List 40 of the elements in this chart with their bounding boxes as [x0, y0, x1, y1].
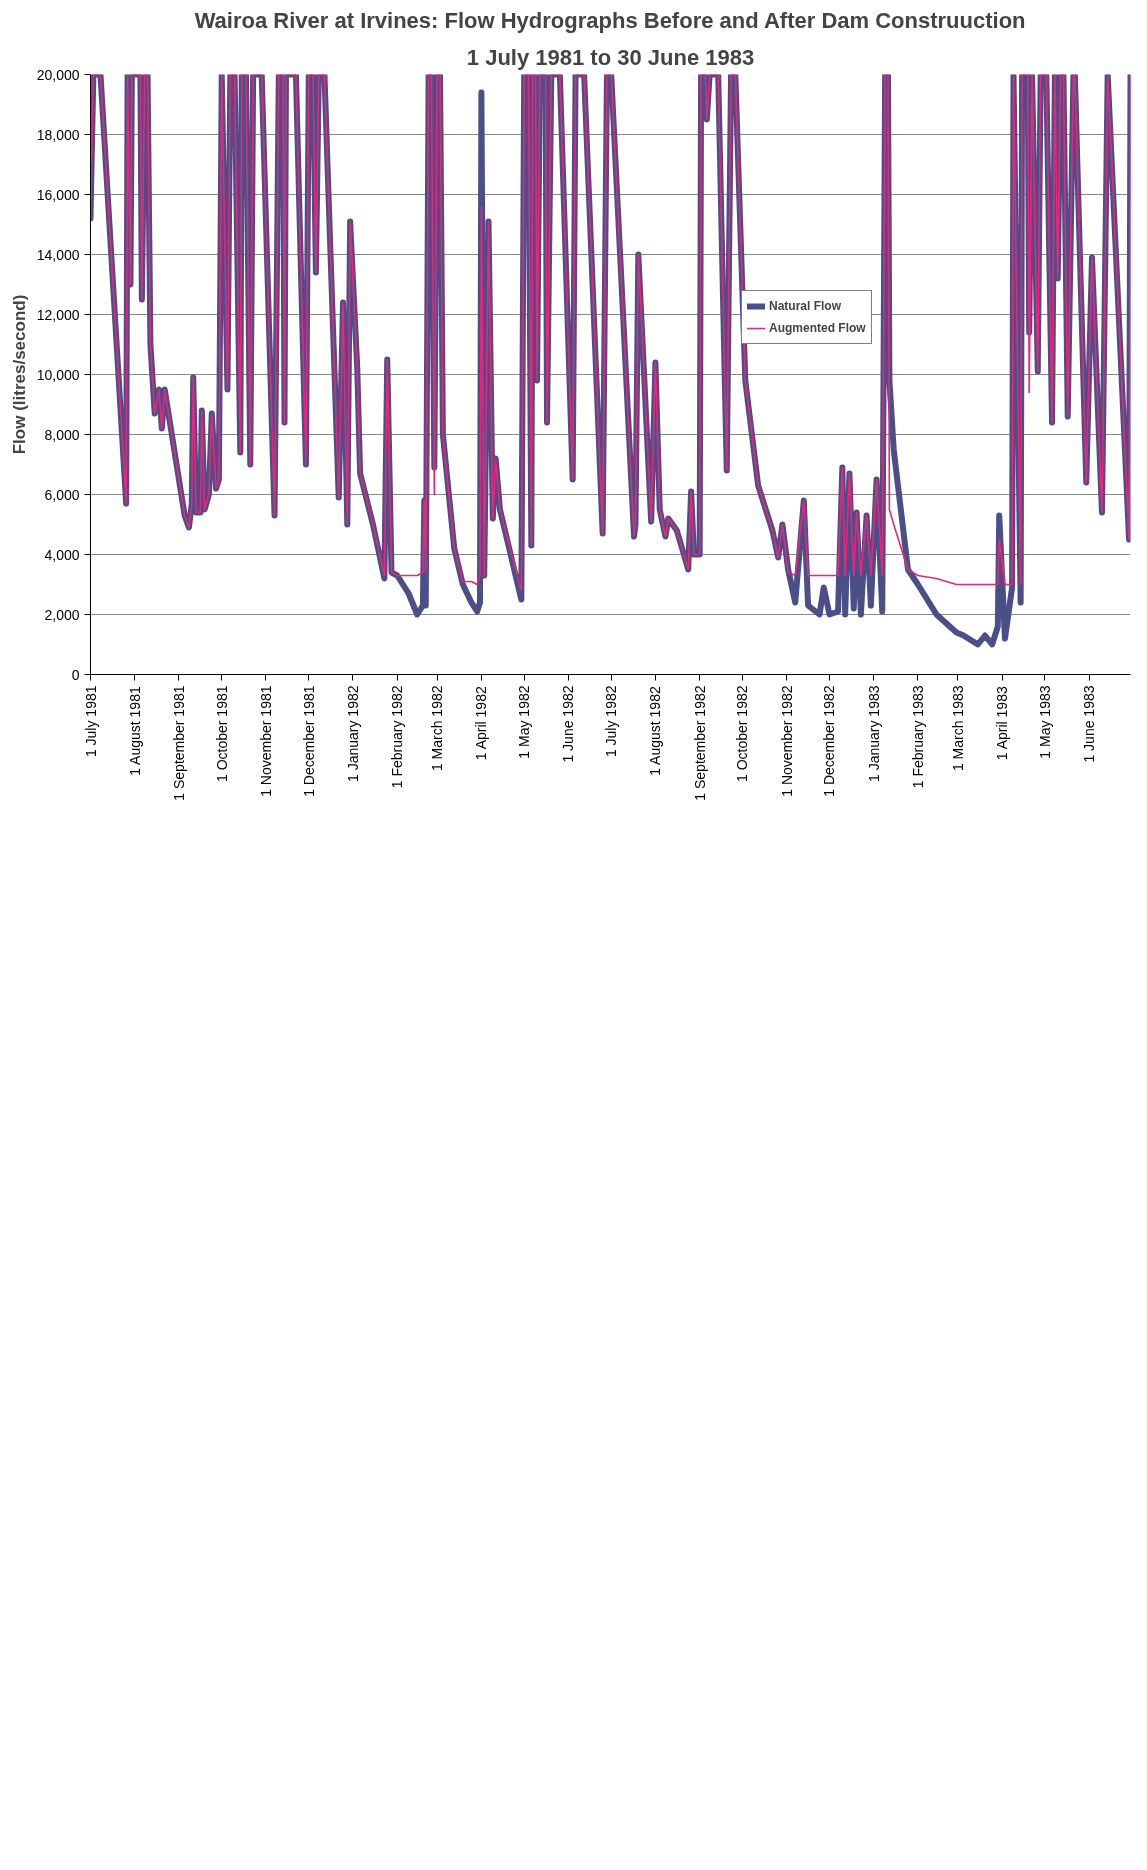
- y-tick-label: 8,000: [44, 426, 80, 443]
- x-tick-label: 1 January 1983: [865, 685, 882, 783]
- x-tick-label: 1 March 1982: [429, 685, 446, 772]
- y-tick-label: 18,000: [36, 126, 80, 143]
- y-tick-label: 14,000: [36, 246, 80, 263]
- y-axis-title: Flow (litres/second): [9, 294, 29, 455]
- x-tick-label: 1 June 1983: [1081, 685, 1098, 763]
- x-tick-label: 1 November 1981: [257, 685, 274, 797]
- x-tick-label: 1 December 1982: [821, 685, 838, 797]
- y-tick-label: 12,000: [36, 306, 80, 323]
- x-tick-label: 1 July 1981: [82, 685, 99, 758]
- y-tick-label: 6,000: [44, 486, 80, 503]
- x-tick-label: 1 May 1982: [516, 685, 533, 759]
- x-tick-label: 1 December 1981: [300, 685, 317, 797]
- x-tick-label: 1 July 1982: [603, 685, 620, 758]
- x-tick-label: 1 February 1982: [389, 685, 406, 789]
- x-tick-label: 1 March 1983: [949, 685, 966, 772]
- legend-label: Augmented Flow: [769, 321, 866, 335]
- x-tick-label: 1 February 1983: [909, 685, 926, 789]
- y-tick-label: 20,000: [36, 66, 80, 83]
- x-tick-label: 1 October 1982: [734, 685, 751, 783]
- y-tick-label: 4,000: [44, 546, 80, 563]
- legend-label: Natural Flow: [769, 299, 842, 313]
- chart-subtitle: 1 July 1981 to 30 June 1983: [466, 44, 755, 70]
- x-tick-label: 1 May 1983: [1036, 685, 1053, 759]
- x-tick-label: 1 August 1982: [647, 686, 664, 776]
- y-tick-label: 10,000: [36, 366, 80, 383]
- y-tick-label: 2,000: [44, 606, 80, 623]
- x-tick-label: 1 April 1983: [994, 686, 1011, 761]
- x-tick-label: 1 April 1982: [473, 686, 490, 761]
- x-tick-label: 1 August 1981: [126, 686, 143, 776]
- y-tick-label: 0: [71, 666, 80, 683]
- x-tick-label: 1 November 1982: [778, 685, 795, 797]
- y-tick-label: 16,000: [36, 186, 80, 203]
- chart-title: Wairoa River at Irvines: Flow Hydrographs Before and After Dam Construuction: [194, 7, 1026, 33]
- x-tick-label: 1 September 1981: [170, 685, 187, 801]
- x-tick-label: 1 October 1981: [213, 685, 230, 783]
- x-tick-label: 1 January 1982: [345, 685, 361, 783]
- x-tick-label: 1 September 1982: [691, 685, 708, 801]
- x-tick-label: 1 June 1982: [560, 685, 577, 763]
